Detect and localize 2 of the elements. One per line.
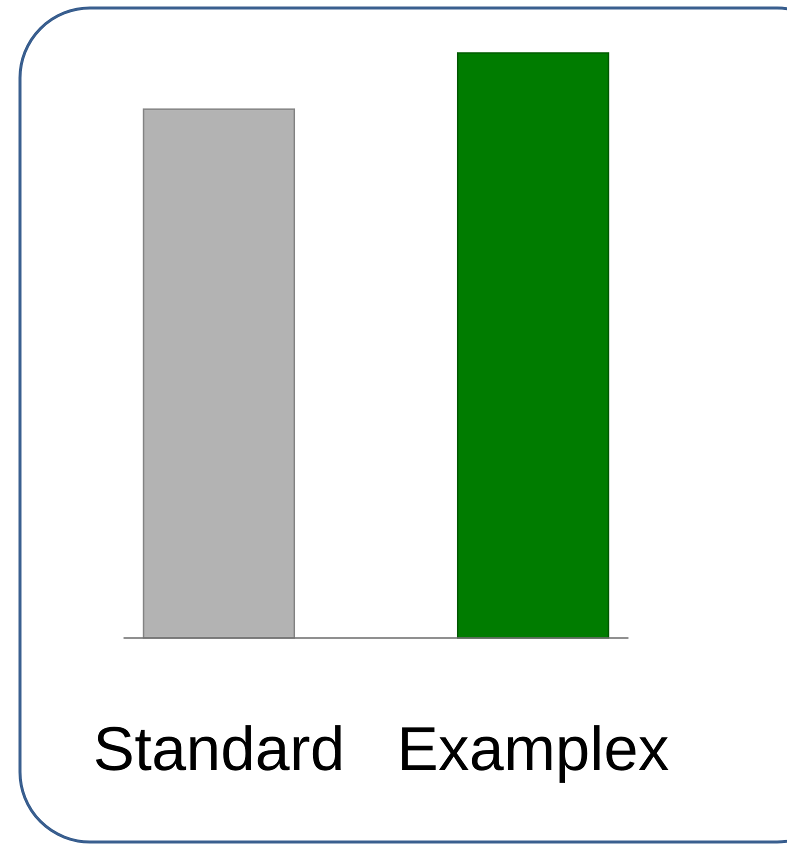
x-tick-label: Standard	[93, 715, 345, 784]
x-tick-label: Examplex	[396, 715, 670, 784]
